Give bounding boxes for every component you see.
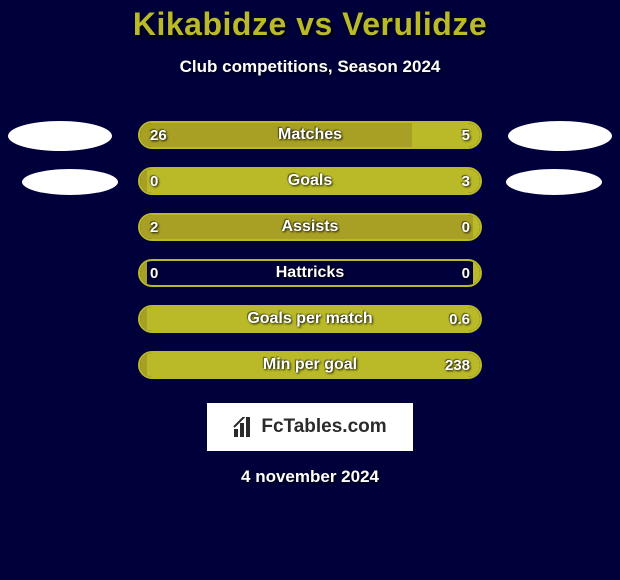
stat-row: 2Assists0 bbox=[138, 213, 482, 241]
footer-date: 4 november 2024 bbox=[0, 467, 620, 487]
player-right-club-placeholder bbox=[506, 169, 602, 195]
stat-row: 0Hattricks0 bbox=[138, 259, 482, 287]
page-title: Kikabidze vs Verulidze bbox=[0, 6, 620, 43]
player-left-club-placeholder bbox=[22, 169, 118, 195]
stat-row: Min per goal238 bbox=[138, 351, 482, 379]
stat-value-right: 3 bbox=[462, 169, 470, 193]
stat-value-right: 0.6 bbox=[449, 307, 470, 331]
source-logo-text: FcTables.com bbox=[261, 416, 386, 438]
stat-value-right: 5 bbox=[462, 123, 470, 147]
stat-label: Matches bbox=[140, 123, 480, 147]
bars-icon bbox=[233, 417, 255, 437]
stat-label: Hattricks bbox=[140, 261, 480, 285]
stat-label: Min per goal bbox=[140, 353, 480, 377]
stat-row: 0Goals3 bbox=[138, 167, 482, 195]
comparison-card: Kikabidze vs Verulidze Club competitions… bbox=[0, 0, 620, 487]
source-logo: FcTables.com bbox=[207, 403, 413, 451]
player-left-photo-placeholder bbox=[8, 121, 112, 151]
stat-row: 26Matches5 bbox=[138, 121, 482, 149]
stat-value-right: 238 bbox=[445, 353, 470, 377]
stat-bars: 26Matches50Goals32Assists00Hattricks0Goa… bbox=[138, 121, 482, 397]
stat-value-right: 0 bbox=[462, 261, 470, 285]
stat-value-right: 0 bbox=[462, 215, 470, 239]
page-subtitle: Club competitions, Season 2024 bbox=[0, 57, 620, 77]
stat-label: Assists bbox=[140, 215, 480, 239]
stat-row: Goals per match0.6 bbox=[138, 305, 482, 333]
stat-label: Goals per match bbox=[140, 307, 480, 331]
player-right-photo-placeholder bbox=[508, 121, 612, 151]
stats-chart: 26Matches50Goals32Assists00Hattricks0Goa… bbox=[0, 121, 620, 381]
stat-label: Goals bbox=[140, 169, 480, 193]
